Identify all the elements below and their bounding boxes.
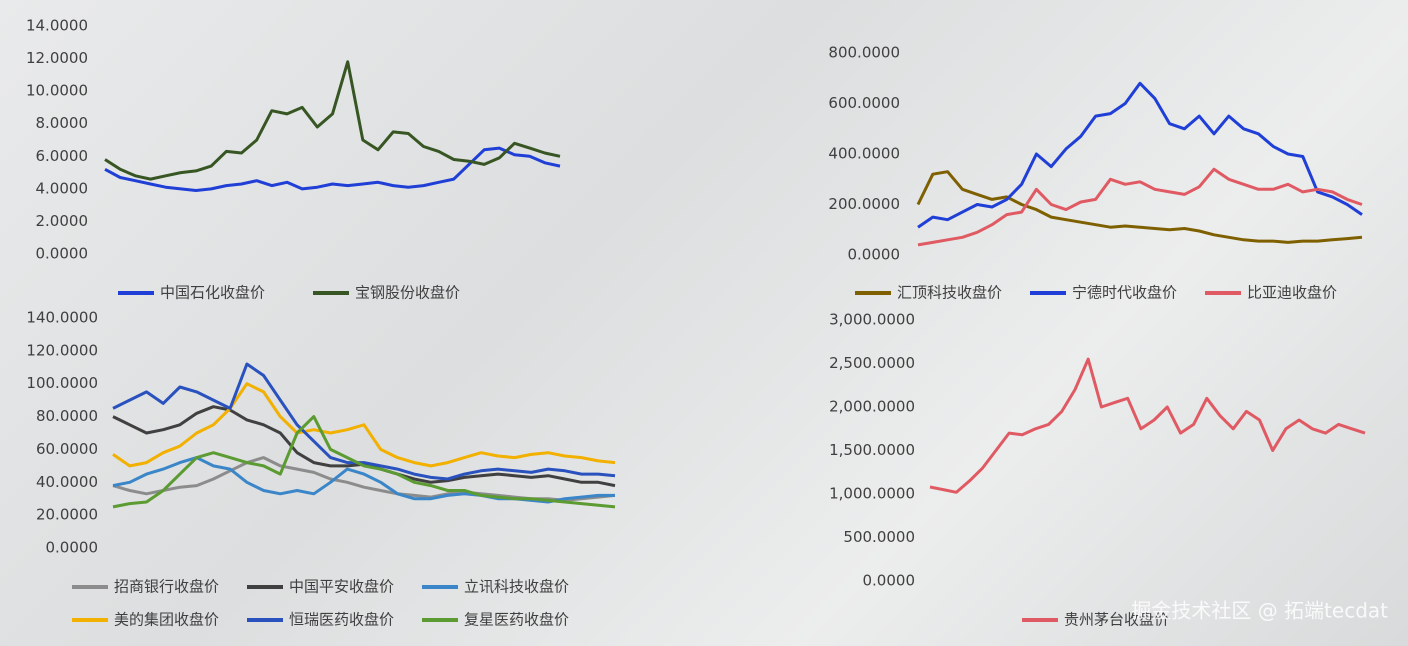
series-line — [112, 362, 616, 481]
series-line — [104, 146, 561, 192]
y-tick-label: 6.0000 — [36, 147, 89, 165]
series-line — [112, 415, 616, 509]
y-tick-label: 40.0000 — [36, 473, 98, 491]
y-tick-label: 400.0000 — [828, 145, 900, 163]
y-tick-label: 140.0000 — [26, 309, 98, 327]
legend-label: 宝钢股份收盘价 — [355, 284, 460, 302]
y-tick-label: 0.0000 — [46, 539, 99, 557]
y-tick-label: 8.0000 — [36, 114, 89, 132]
legend-label: 立讯科技收盘价 — [464, 578, 569, 596]
legend-label: 贵州茅台收盘价 — [1064, 611, 1169, 629]
legend-label: 恒瑞医药收盘价 — [289, 611, 394, 629]
y-tick-label: 4.0000 — [36, 179, 89, 197]
series-line — [917, 81, 1363, 229]
series-line — [916, 170, 1363, 244]
y-tick-label: 500.0000 — [843, 528, 915, 546]
series-line — [104, 60, 561, 181]
legend-label: 中国平安收盘价 — [289, 578, 394, 596]
y-tick-label: 14.0000 — [26, 17, 88, 35]
series-line — [112, 382, 616, 468]
legend-label: 汇顶科技收盘价 — [897, 284, 1002, 302]
series-line — [929, 357, 1366, 494]
legend-label: 中国石化收盘价 — [160, 284, 265, 302]
y-tick-label: 100.0000 — [26, 374, 98, 392]
y-tick-label: 1,500.0000 — [829, 441, 915, 459]
y-tick-label: 200.0000 — [828, 195, 900, 213]
legend-label: 宁德时代收盘价 — [1072, 284, 1177, 302]
y-tick-label: 0.0000 — [863, 572, 916, 590]
y-tick-label: 2.0000 — [36, 212, 89, 230]
y-tick-label: 60.0000 — [36, 440, 98, 458]
y-tick-label: 80.0000 — [36, 407, 98, 425]
y-tick-label: 600.0000 — [828, 94, 900, 112]
y-tick-label: 0.0000 — [36, 245, 89, 263]
series-line — [112, 405, 616, 488]
y-tick-label: 2,500.0000 — [829, 354, 915, 372]
legend-label: 复星医药收盘价 — [464, 611, 569, 629]
series-line — [917, 167, 1363, 247]
y-tick-label: 3,000.0000 — [829, 311, 915, 329]
y-tick-label: 2,000.0000 — [829, 398, 915, 416]
legend-label: 美的集团收盘价 — [114, 611, 219, 629]
legend-label: 比亚迪收盘价 — [1247, 284, 1337, 302]
y-tick-label: 120.0000 — [26, 341, 98, 359]
y-tick-label: 0.0000 — [848, 246, 901, 264]
y-tick-label: 1,000.0000 — [829, 485, 915, 503]
watermark: 掘金技术社区 @ 拓端tecdat — [1131, 599, 1388, 623]
y-tick-label: 20.0000 — [36, 506, 98, 524]
y-tick-label: 800.0000 — [828, 44, 900, 62]
y-tick-label: 12.0000 — [26, 49, 88, 67]
y-tick-label: 10.0000 — [26, 82, 88, 100]
legend-label: 招商银行收盘价 — [114, 578, 219, 596]
